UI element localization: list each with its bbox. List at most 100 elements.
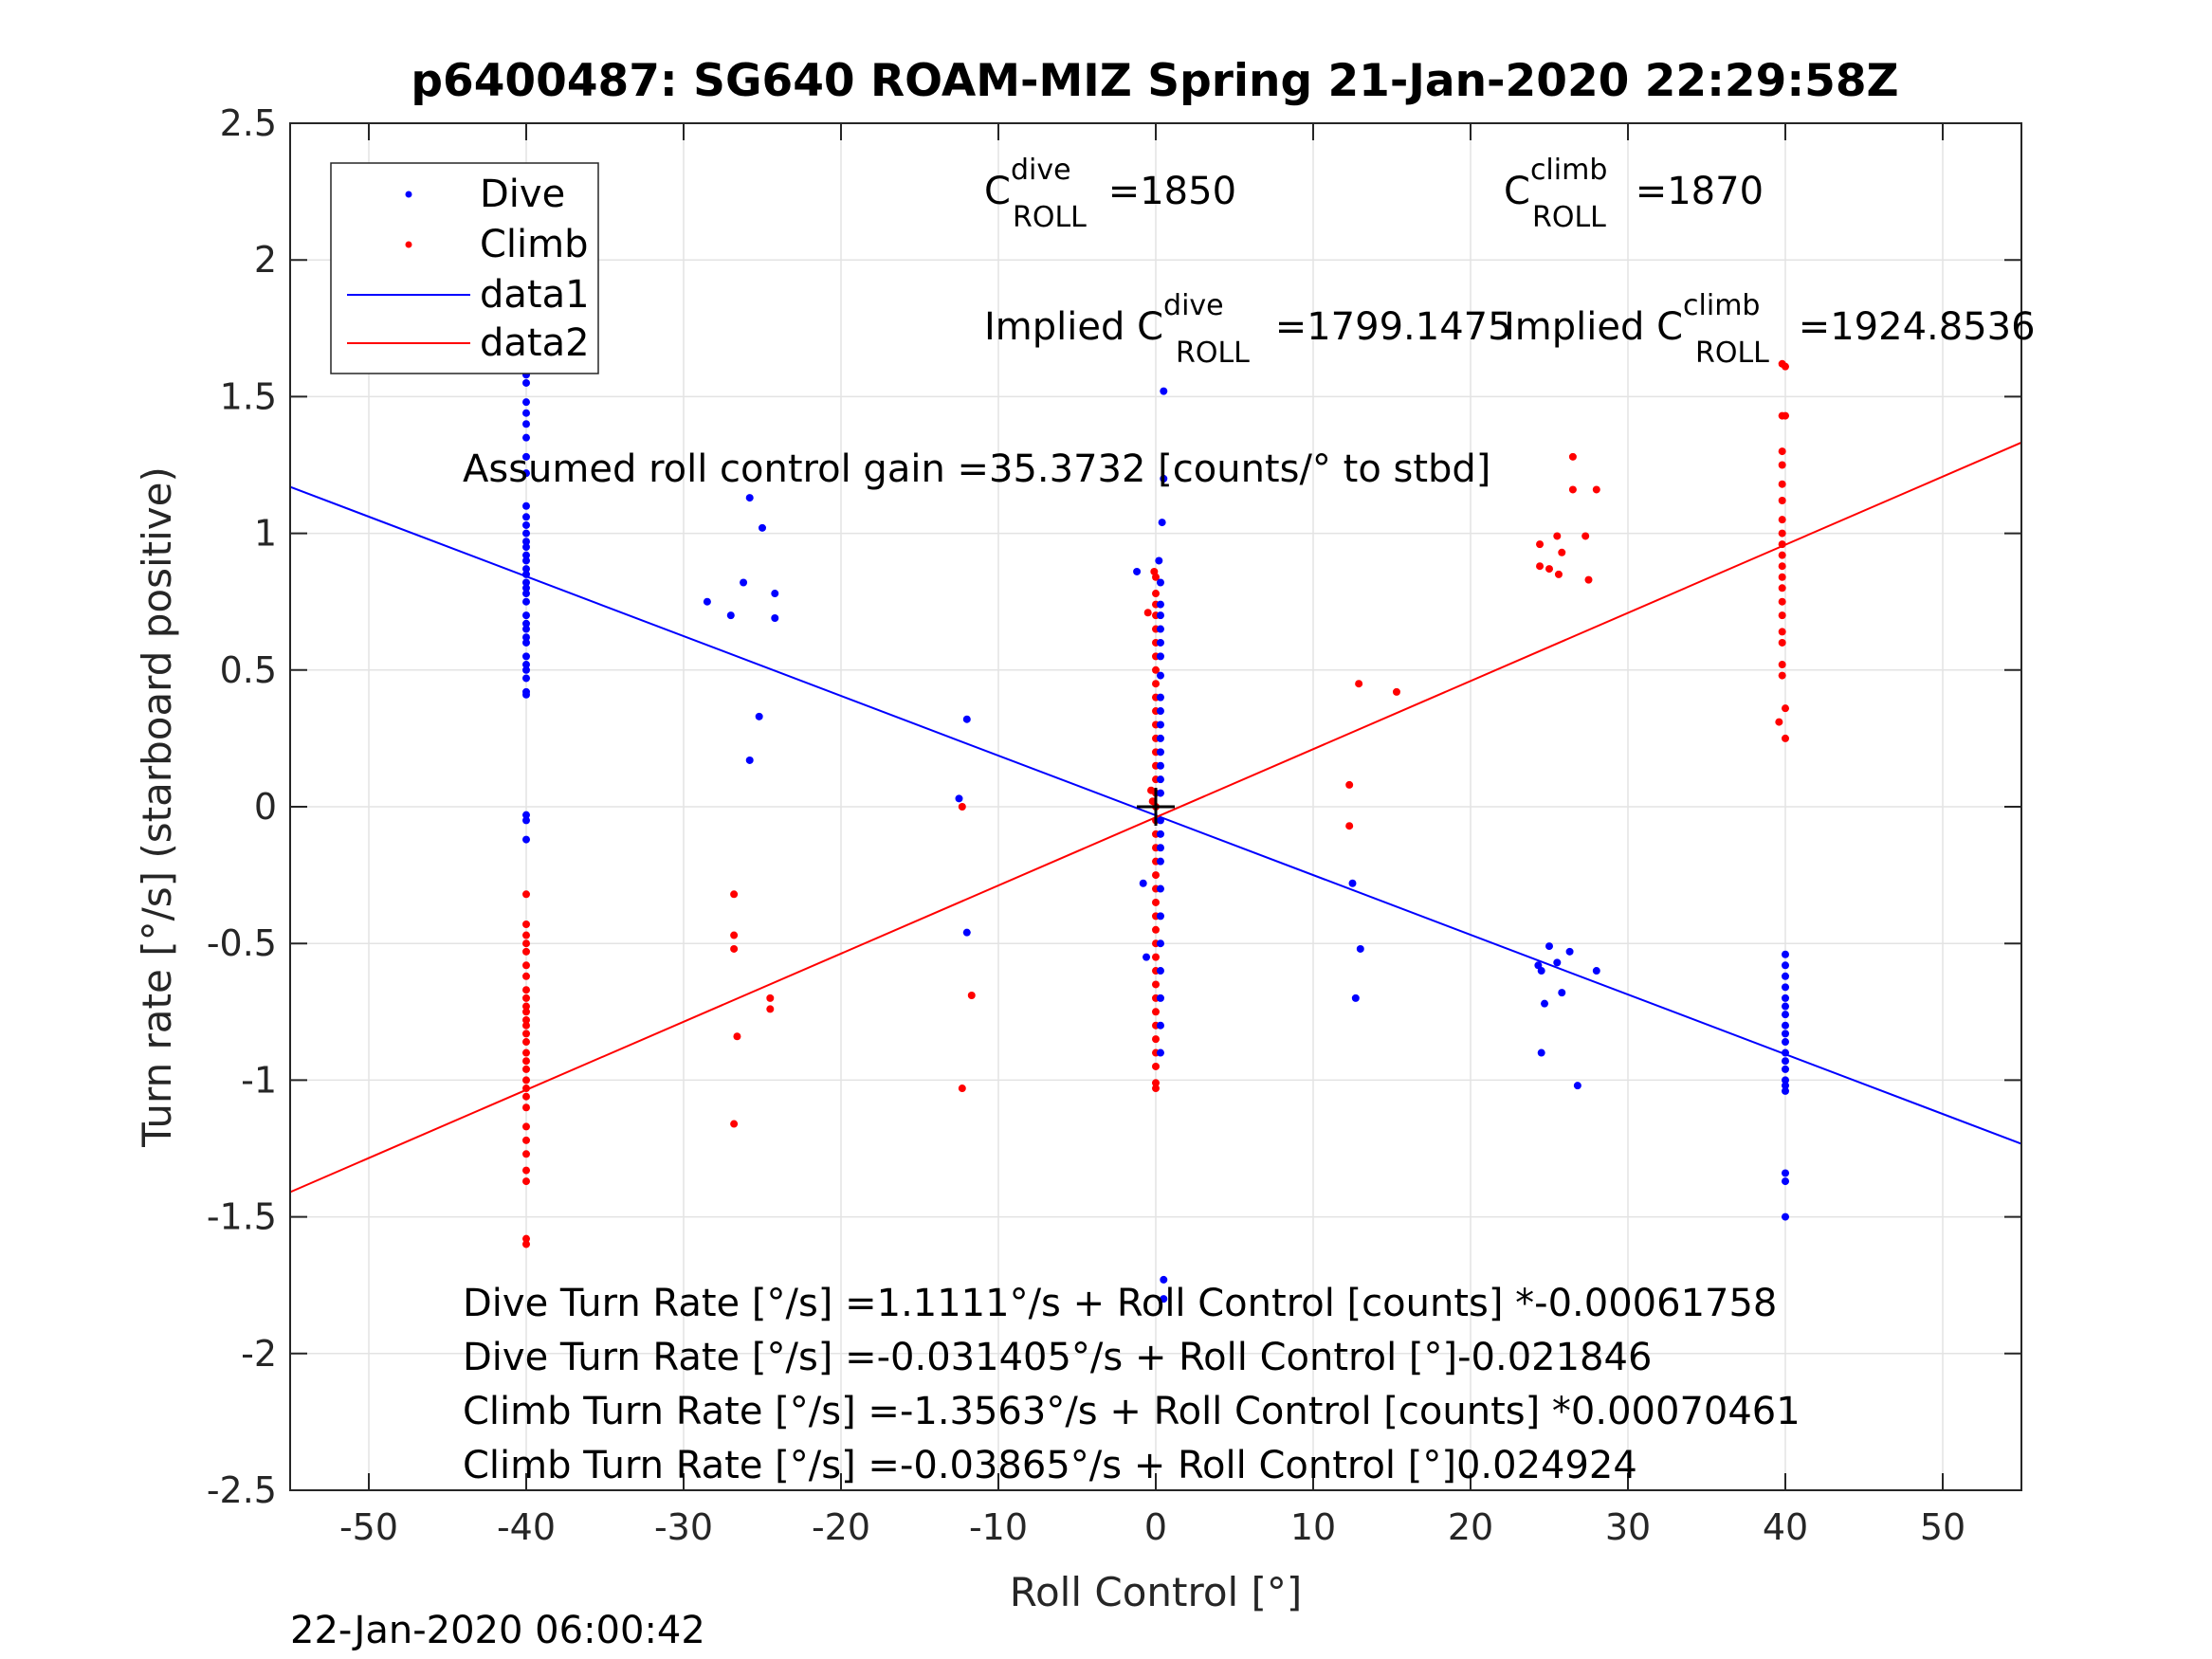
climb-point [1392, 687, 1400, 696]
climb-point [522, 1002, 530, 1011]
dive-point [1160, 387, 1168, 395]
climb-point [522, 994, 530, 1002]
dive-point [1545, 942, 1553, 951]
climb-point [1152, 1079, 1160, 1087]
dive-point [522, 811, 530, 819]
climb-point [522, 1240, 530, 1249]
y-tick-label: 2.5 [220, 102, 277, 144]
dive-point [522, 398, 530, 407]
dive-point [1156, 611, 1164, 620]
climb-point [1554, 570, 1563, 578]
axes-box [289, 122, 2022, 1491]
climb-point [1536, 562, 1545, 571]
dive-point [1782, 1002, 1789, 1011]
dive-point [1160, 474, 1168, 483]
climb-point [1558, 548, 1566, 556]
dive-point [1351, 994, 1360, 1002]
legend-dive-marker [405, 191, 412, 198]
dive-point [522, 835, 530, 844]
dive-point [522, 674, 530, 683]
dive-point [522, 584, 530, 592]
dive-point [755, 712, 763, 720]
climb-point [1778, 638, 1786, 647]
dive-point [962, 928, 971, 937]
dive-point [522, 556, 530, 565]
dive-point [522, 452, 530, 461]
climb-point [1778, 447, 1786, 456]
dive-point [1156, 693, 1164, 702]
dive-point [1158, 519, 1166, 527]
dive-point [1155, 556, 1163, 565]
climb-equation-degrees: Climb Turn Rate [°/s] =-0.03865°/s + Rol… [463, 1444, 1637, 1487]
climb-point [522, 1177, 530, 1186]
dive-point [522, 378, 530, 387]
dive-point [771, 590, 779, 598]
dive-point [1356, 944, 1364, 953]
climb-point [958, 803, 966, 811]
dive-point [1592, 967, 1600, 975]
x-axis-ticks: -50 -40 -30 -20 -10 0 10 20 30 40 50 [339, 123, 1965, 1548]
y-tick-label: 1 [254, 513, 277, 555]
x-tick-label: 10 [1290, 1506, 1336, 1548]
dive-point [1156, 578, 1164, 587]
dive-point [1782, 1169, 1789, 1177]
dive-point [1156, 789, 1164, 797]
climb-point [522, 931, 530, 939]
dive-point [522, 816, 530, 825]
dive-point [1156, 600, 1164, 609]
dive-point [522, 625, 530, 633]
climb-point [522, 947, 530, 956]
dive-point [522, 633, 530, 642]
dive-point [1156, 857, 1164, 866]
dive-point [1782, 950, 1789, 958]
climb-point [1778, 611, 1786, 620]
climb-point [522, 1166, 530, 1175]
climb-point [958, 1085, 966, 1093]
climb-point [1782, 411, 1789, 420]
dive-point [1782, 1177, 1789, 1186]
dive-point [1156, 1048, 1164, 1057]
dive-point [1537, 1048, 1545, 1057]
dive-point [1143, 953, 1151, 961]
dive-point [522, 551, 530, 559]
climb-point [522, 890, 530, 899]
climb-point [1778, 529, 1786, 538]
climb-point [522, 1008, 530, 1016]
c-roll-climb-annotation: Cclimb ROLL =1870 [1504, 154, 1764, 234]
x-tick-label: -40 [497, 1506, 556, 1548]
climb-point [730, 890, 739, 899]
dive-point [522, 597, 530, 606]
dive-point [1782, 994, 1789, 1002]
climb-point [1152, 953, 1160, 961]
climb-point [1152, 1035, 1160, 1044]
dive-point [1160, 1275, 1168, 1284]
dive-point [1156, 775, 1164, 784]
x-tick-label: 0 [1144, 1506, 1167, 1548]
x-tick-label: -50 [339, 1506, 398, 1548]
climb-point [522, 961, 530, 970]
dive-point [955, 794, 963, 803]
dive-point [1782, 1065, 1789, 1073]
climb-point [522, 1103, 530, 1112]
climb-point [1568, 485, 1577, 494]
climb-point [1152, 590, 1160, 598]
x-tick-label: 20 [1448, 1506, 1493, 1548]
x-tick-label: 30 [1605, 1506, 1651, 1548]
dive-point [726, 611, 735, 620]
dive-point [522, 469, 530, 478]
gain-annotation: Assumed roll control gain =35.3732 [coun… [463, 447, 1490, 491]
dive-point [1558, 989, 1566, 997]
dive-point [1782, 1011, 1789, 1019]
climb-point [730, 931, 739, 939]
dive-point [522, 665, 530, 674]
y-tick-label: -2.5 [207, 1469, 277, 1511]
dive-point [522, 520, 530, 529]
dive-point [522, 690, 530, 699]
climb-point [1152, 925, 1160, 934]
legend-climb-label: Climb [480, 223, 589, 266]
climb-point [1584, 575, 1593, 584]
dive-point [1348, 879, 1357, 887]
dive-point [522, 433, 530, 442]
climb-point [522, 1015, 530, 1024]
dive-point [522, 538, 530, 546]
